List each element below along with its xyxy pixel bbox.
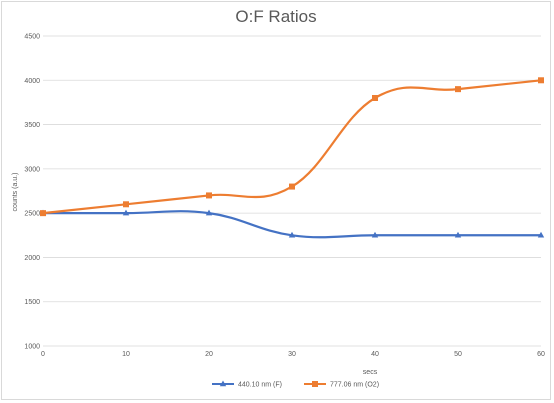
legend-label: 777.06 nm (O2) <box>330 382 379 389</box>
data-point <box>289 183 295 190</box>
legend: 440.10 nm (F) 777.06 nm (O2) <box>212 380 379 389</box>
x-tick-label: 30 <box>288 351 296 358</box>
legend-item: 440.10 nm (F) <box>212 380 282 389</box>
data-point <box>288 231 296 238</box>
x-axis-title: secs <box>363 369 378 376</box>
y-tick-label: 1500 <box>24 299 40 306</box>
x-tick-label: 40 <box>371 351 379 358</box>
y-axis-ticks: 1000 1500 2000 2500 3000 3500 4000 4500 <box>24 34 40 351</box>
y-tick-label: 2000 <box>24 255 40 262</box>
chart-title: O:F Ratios <box>235 7 316 26</box>
x-axis-ticks: 0 10 20 30 40 50 60 <box>41 351 545 358</box>
y-tick-label: 2500 <box>24 211 40 218</box>
series-layer <box>39 77 545 239</box>
legend-marker <box>219 380 227 387</box>
y-tick-label: 4000 <box>24 78 40 85</box>
data-point <box>372 95 378 101</box>
data-point <box>537 231 545 238</box>
data-point <box>206 192 212 199</box>
data-point <box>40 210 46 217</box>
series-line <box>41 79 543 215</box>
y-axis-title: counts (a.u.) <box>12 173 19 212</box>
y-tick-label: 3000 <box>24 166 40 173</box>
x-tick-label: 50 <box>454 351 462 358</box>
legend-label: 440.10 nm (F) <box>238 382 282 389</box>
data-point <box>122 209 130 216</box>
x-tick-label: 10 <box>122 351 130 358</box>
data-point <box>123 201 129 208</box>
data-point <box>205 209 213 216</box>
y-tick-label: 4500 <box>24 34 40 41</box>
legend-item: 777.06 nm (O2) <box>304 381 379 389</box>
x-tick-label: 20 <box>205 351 213 358</box>
data-point <box>371 231 379 238</box>
y-tick-label: 1000 <box>24 344 40 351</box>
data-point <box>454 231 462 238</box>
y-tick-label: 3500 <box>24 122 40 129</box>
series-2 <box>40 77 544 217</box>
gridlines <box>43 35 541 347</box>
x-tick-label: 60 <box>537 351 545 358</box>
legend-marker <box>312 381 318 387</box>
data-point <box>538 77 544 84</box>
x-tick-label: 0 <box>41 351 45 358</box>
data-point <box>455 86 461 93</box>
series-1 <box>39 209 545 239</box>
